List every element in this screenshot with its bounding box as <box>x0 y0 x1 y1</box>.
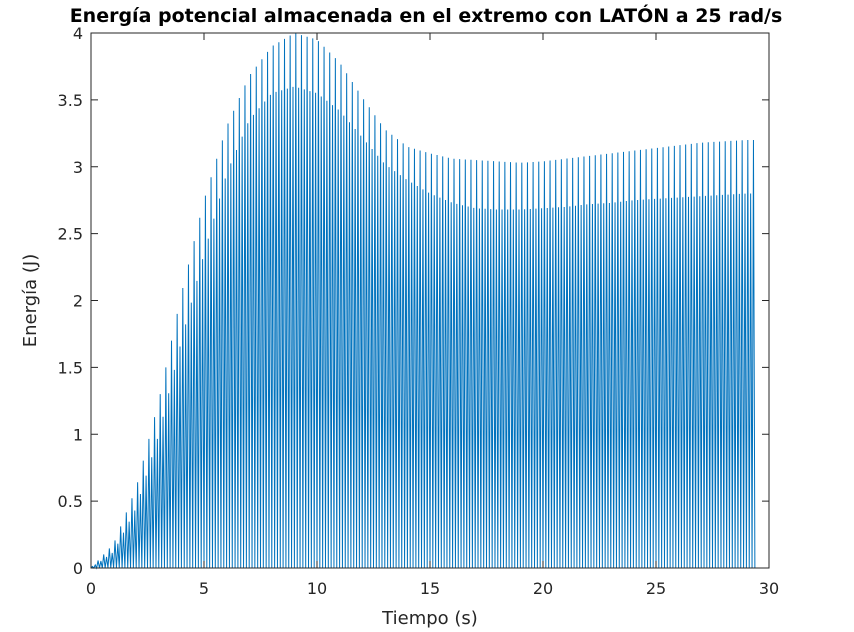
x-tick-label: 10 <box>307 579 327 598</box>
x-axis: 0 5 10 15 20 25 30 <box>86 33 779 598</box>
x-tick-label: 20 <box>533 579 553 598</box>
y-tick-label: 0.5 <box>58 492 83 511</box>
y-tick-label: 1 <box>73 425 83 444</box>
x-tick-label: 15 <box>420 579 440 598</box>
y-tick-label: 2.5 <box>58 225 83 244</box>
y-axis: 0 0.5 1 1.5 2 2.5 3 3.5 4 <box>58 24 769 578</box>
series-group <box>90 33 756 570</box>
energy-series-line <box>90 33 756 570</box>
y-tick-label: 2 <box>73 292 83 311</box>
x-tick-label: 0 <box>86 579 96 598</box>
chart-title: Energía potencial almacenada en el extre… <box>70 3 783 27</box>
x-tick-label: 25 <box>646 579 666 598</box>
y-tick-label: 0 <box>73 559 83 578</box>
y-tick-label: 1.5 <box>58 358 83 377</box>
y-tick-label: 3 <box>73 158 83 177</box>
y-tick-label: 3.5 <box>58 91 83 110</box>
y-tick-label: 4 <box>73 24 83 43</box>
x-tick-label: 5 <box>199 579 209 598</box>
y-axis-label: Energía (J) <box>20 254 41 347</box>
x-tick-label: 30 <box>759 579 779 598</box>
x-axis-label: Tiempo (s) <box>381 608 478 629</box>
